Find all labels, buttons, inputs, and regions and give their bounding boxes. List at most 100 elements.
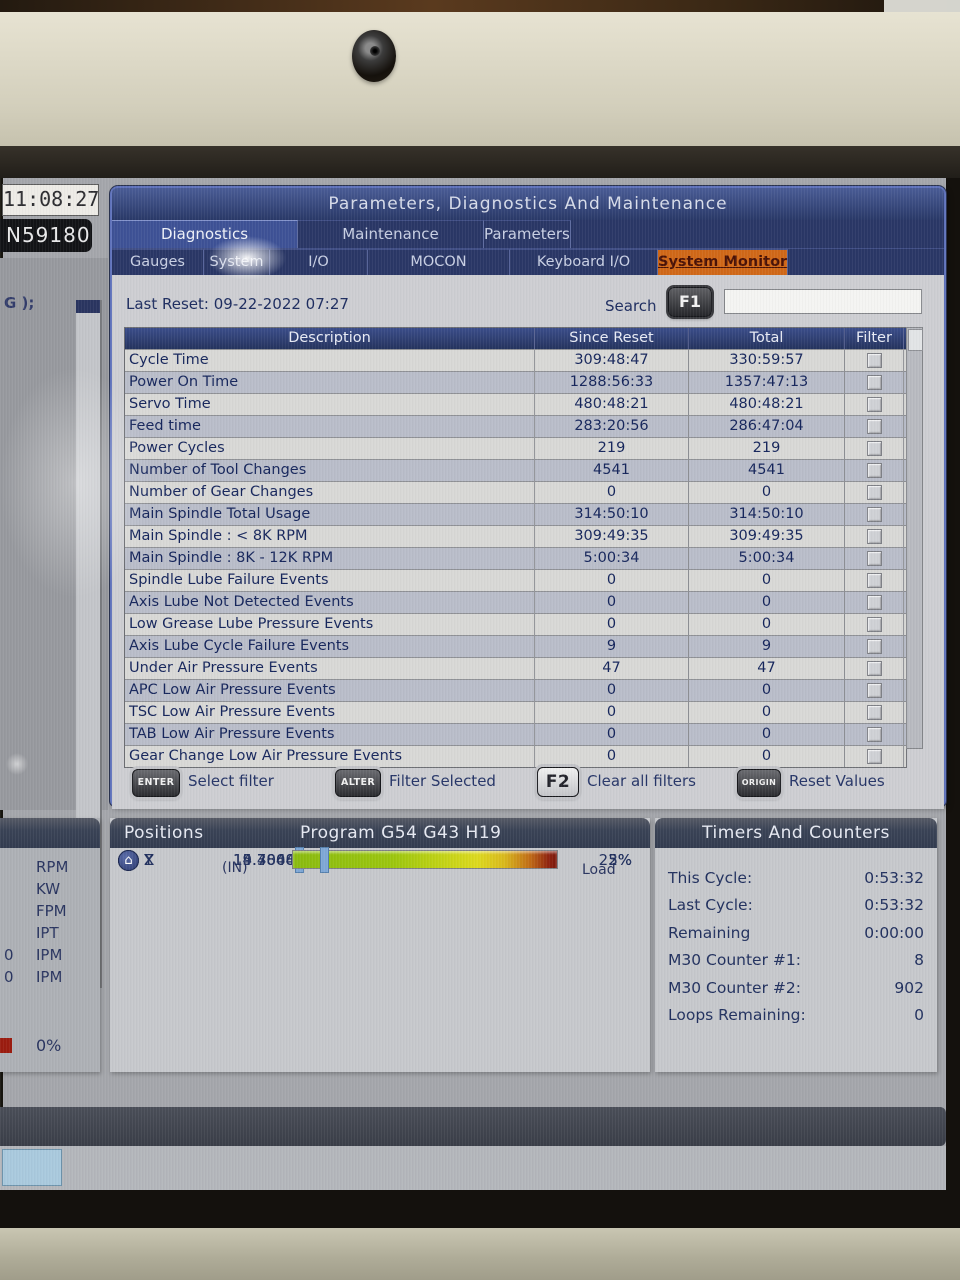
window-body: Last Reset: 09-22-2022 07:27 Search F1 D… [112,275,944,809]
subtab[interactable]: Gauges [112,249,204,275]
rate-row: 0 IPM [0,968,100,990]
subtab[interactable]: I/O [270,249,368,275]
table-row[interactable]: Main Spindle : < 8K RPM 309:49:35 309:49… [125,525,906,547]
subtab[interactable]: Keyboard I/O [510,249,658,275]
table-row[interactable]: TSC Low Air Pressure Events 0 0 [125,701,906,723]
header-total: Total [689,328,845,349]
timers-list: This Cycle: 0:53:32 Last Cycle: 0:53:32 … [655,848,937,1029]
origin-key-icon[interactable]: ORIGIN [737,769,781,797]
load-percent: 22% [598,851,632,869]
row-description: Under Air Pressure Events [125,658,535,679]
positions-panel: Positions Program G54 G43 H19 (IN) Load … [110,818,650,1072]
scrollbar-thumb[interactable] [908,329,923,351]
table-row[interactable]: Main Spindle : 8K - 12K RPM 5:00:34 5:00… [125,547,906,569]
table-row[interactable]: Axis Lube Cycle Failure Events 9 9 [125,635,906,657]
home-icon [118,850,139,871]
f1-key-icon[interactable]: F1 [668,287,712,317]
filter-checkbox[interactable] [866,397,882,412]
row-filter-cell [845,614,904,635]
alter-key-icon[interactable]: ALTER [335,769,381,797]
row-description: TSC Low Air Pressure Events [125,702,535,723]
row-total: 0 [689,570,845,591]
row-total: 0 [689,724,845,745]
row-description: TAB Low Air Pressure Events [125,724,535,745]
row-description: Power Cycles [125,438,535,459]
row-total: 9 [689,636,845,657]
table-row[interactable]: Gear Change Low Air Pressure Events 0 0 [125,745,906,767]
filter-checkbox[interactable] [866,353,882,368]
row-total: 1357:47:13 [689,372,845,393]
filter-checkbox[interactable] [866,485,882,500]
row-filter-cell [845,680,904,701]
filter-checkbox[interactable] [866,705,882,720]
timer-label: M30 Counter #1: [668,951,801,970]
bottom-left-indicator [2,1149,62,1186]
row-description: Power On Time [125,372,535,393]
filter-checkbox[interactable] [866,683,882,698]
row-since-reset: 0 [535,482,689,503]
filter-checkbox[interactable] [866,529,882,544]
spindle-panel-header [0,818,100,848]
filter-checkbox[interactable] [866,727,882,742]
table-row[interactable]: Number of Tool Changes 4541 4541 [125,459,906,481]
spindle-panel: RPM KW FPM IPT 0 IPM 0 IPM 0% [0,818,100,1072]
axis-position-value: 9.7040 [242,851,296,869]
monitor-bezel-top [0,12,960,146]
filter-checkbox[interactable] [866,749,882,764]
tab[interactable]: Maintenance [298,220,484,248]
filter-checkbox[interactable] [866,375,882,390]
filter-checkbox[interactable] [866,507,882,522]
row-filter-cell [845,570,904,591]
timers-header: Timers And Counters [655,818,937,848]
spindle-body: RPM KW FPM IPT 0 IPM 0 IPM [0,848,100,990]
row-description: Feed time [125,416,535,437]
row-filter-cell [845,526,904,547]
table-row[interactable]: Axis Lube Not Detected Events 0 0 [125,591,906,613]
tab-bar: Diagnostics Maintenance Parameters [112,220,944,248]
filter-checkbox[interactable] [866,661,882,676]
search-input[interactable] [724,289,922,314]
row-filter-cell [845,636,904,657]
load-percent: 3% [608,851,632,869]
tab[interactable]: Parameters [484,220,571,248]
subtab[interactable]: MOCON [368,249,510,275]
table-row[interactable]: Under Air Pressure Events 47 47 [125,657,906,679]
filter-checkbox[interactable] [866,639,882,654]
table-row[interactable]: Spindle Lube Failure Events 0 0 [125,569,906,591]
table-row[interactable]: APC Low Air Pressure Events 0 0 [125,679,906,701]
row-total: 5:00:34 [689,548,845,569]
row-filter-cell [845,416,904,437]
row-filter-cell [845,394,904,415]
table-row[interactable]: Feed time 283:20:56 286:47:04 [125,415,906,437]
table-row[interactable]: Cycle Time 309:48:47 330:59:57 [125,349,906,371]
table-row[interactable]: Power On Time 1288:56:33 1357:47:13 [125,371,906,393]
clock-display: 11:08:27 [2,184,99,216]
table-row[interactable]: Number of Gear Changes 0 0 [125,481,906,503]
row-total: 309:49:35 [689,526,845,547]
subtab[interactable]: System Monitor [658,249,789,275]
filter-checkbox[interactable] [866,441,882,456]
clear-filters-label: Clear all filters [587,772,696,790]
filter-checkbox[interactable] [866,595,882,610]
load-marker [320,847,329,873]
table-scrollbar[interactable] [906,327,923,749]
table-row[interactable]: TAB Low Air Pressure Events 0 0 [125,723,906,745]
f2-key-icon[interactable]: F2 [537,767,579,797]
filter-checkbox[interactable] [866,551,882,566]
timer-label: Loops Remaining: [668,1006,806,1025]
table-row[interactable]: Low Grease Lube Pressure Events 0 0 [125,613,906,635]
table-row[interactable]: Main Spindle Total Usage 314:50:10 314:5… [125,503,906,525]
filter-checkbox[interactable] [866,419,882,434]
filter-checkbox[interactable] [866,617,882,632]
tab[interactable]: Diagnostics [112,220,298,248]
enter-key-icon[interactable]: ENTER [132,769,180,797]
timer-value: 0:00:00 [864,923,924,942]
subtab[interactable]: System [204,249,270,275]
row-filter-cell [845,702,904,723]
rate-unit: IPM [36,946,63,964]
table-row[interactable]: Servo Time 480:48:21 480:48:21 [125,393,906,415]
table-row[interactable]: Power Cycles 219 219 [125,437,906,459]
row-since-reset: 219 [535,438,689,459]
filter-checkbox[interactable] [866,463,882,478]
filter-checkbox[interactable] [866,573,882,588]
